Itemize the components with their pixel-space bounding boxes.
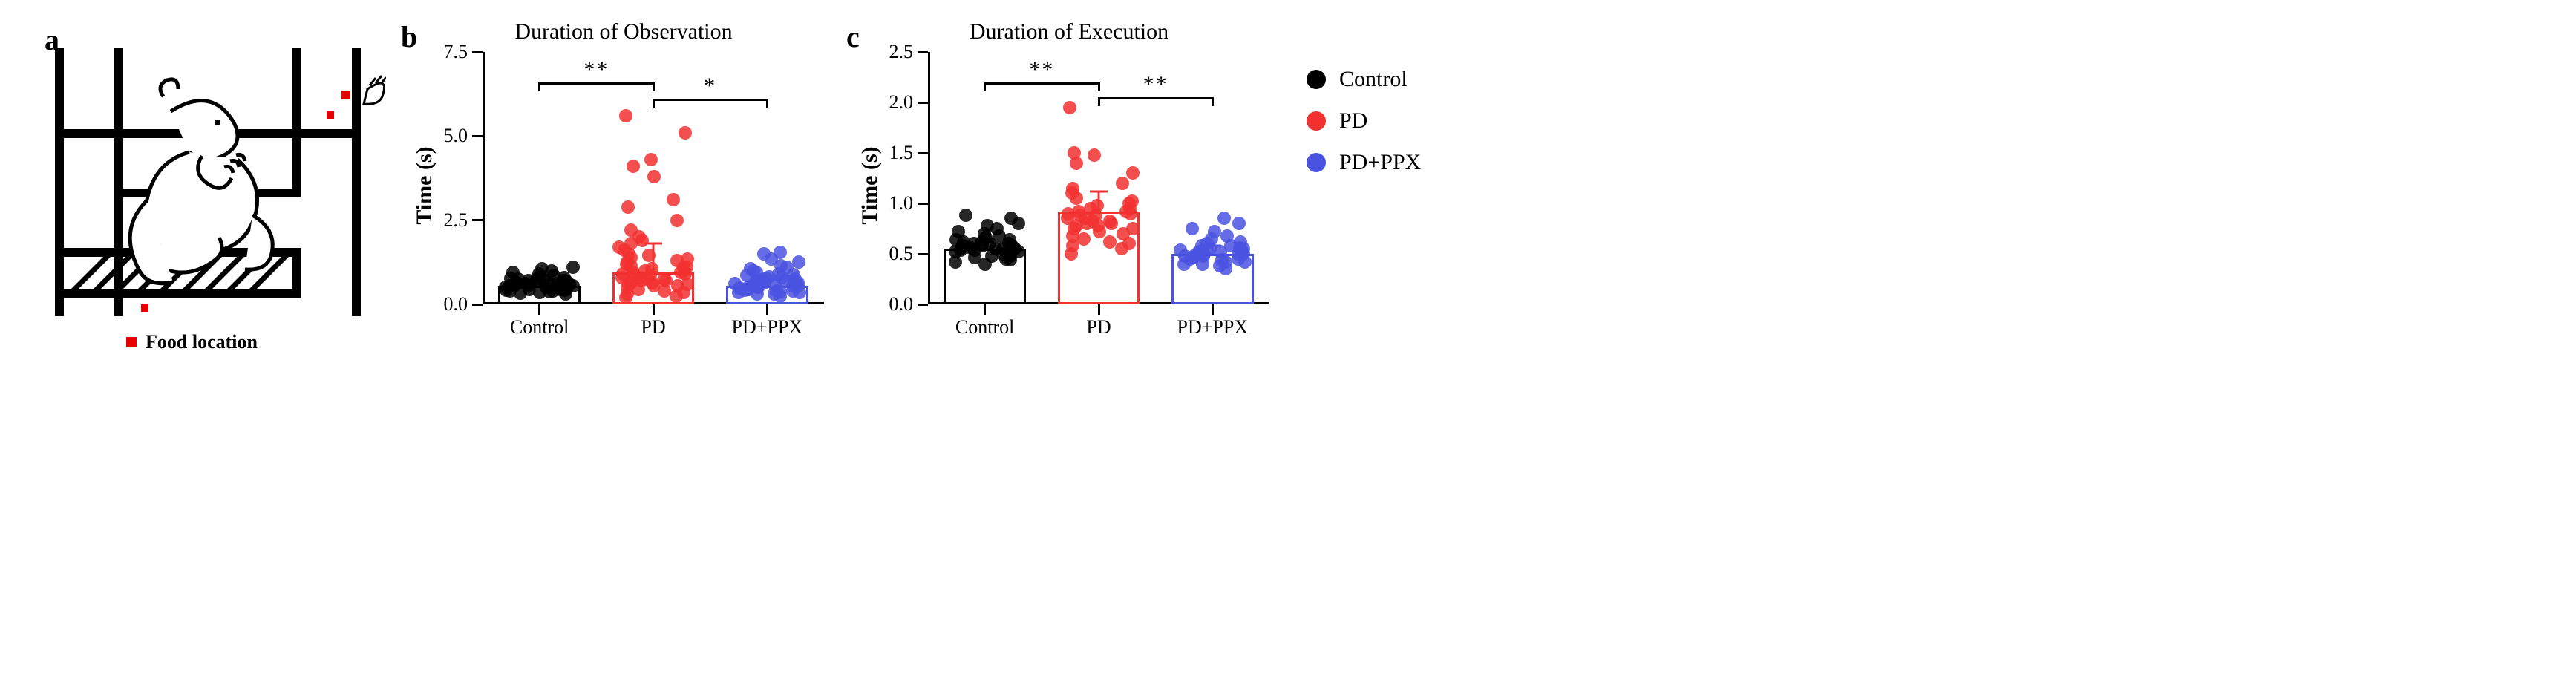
ytick-label: 1.0 — [889, 192, 929, 215]
data-point — [1217, 212, 1231, 225]
data-point — [1063, 101, 1076, 114]
legend-item: PD+PPX — [1307, 150, 1421, 175]
ytick-label: 0.5 — [889, 243, 929, 265]
data-point — [774, 246, 787, 259]
panel-b-ylabel: Time (s) — [412, 146, 437, 224]
data-point — [621, 200, 635, 214]
panel-a: a — [30, 22, 386, 349]
xtick-label: Control — [510, 304, 569, 338]
data-point — [1126, 166, 1140, 180]
data-point — [1088, 148, 1101, 162]
data-point — [792, 255, 805, 269]
data-point — [499, 281, 512, 294]
xtick-label: PD+PPX — [1177, 304, 1249, 338]
data-point — [1232, 217, 1246, 230]
ytick-label: 2.0 — [889, 91, 929, 114]
data-point — [744, 262, 757, 275]
data-point — [1004, 212, 1018, 225]
data-point — [1208, 225, 1221, 238]
data-point — [624, 223, 638, 237]
legend-dot-icon — [1307, 70, 1326, 89]
data-point — [644, 153, 658, 166]
ytick-label: 0.0 — [444, 293, 483, 315]
data-point — [1174, 243, 1187, 257]
data-point — [1103, 215, 1117, 228]
data-point — [1091, 199, 1104, 212]
panel-c-ylabel: Time (s) — [857, 146, 883, 224]
legend-item: PD — [1307, 108, 1421, 134]
ytick-label: 0.0 — [889, 293, 929, 315]
data-point — [1066, 182, 1079, 195]
figure: a — [0, 0, 2576, 371]
data-point — [757, 247, 771, 261]
legend-label: PD — [1339, 108, 1367, 134]
cage-diagram — [30, 45, 386, 349]
panel-c-plot: 0.00.51.01.52.02.5ControlPDPD+PPX**** — [928, 52, 1269, 304]
data-point — [627, 160, 640, 173]
data-point — [642, 249, 656, 262]
data-point — [1186, 222, 1199, 235]
data-point — [728, 277, 742, 290]
panel-b-label: b — [401, 19, 417, 54]
data-point — [546, 284, 560, 298]
panel-c: c Duration of Execution Time (s) 0.00.51… — [861, 22, 1277, 349]
xtick-label: PD — [641, 304, 665, 338]
legend-label: Control — [1339, 67, 1408, 92]
data-point — [514, 287, 527, 300]
panel-b: b Duration of Observation Time (s) 0.02.… — [416, 22, 831, 349]
data-point — [1220, 229, 1234, 243]
panel-b-plot: 0.02.55.07.5ControlPDPD+PPX*** — [483, 52, 824, 304]
ytick-label: 7.5 — [444, 41, 483, 63]
data-point — [952, 225, 965, 238]
data-point — [1126, 222, 1140, 235]
panel-a-legend-text: Food location — [146, 331, 258, 353]
data-point — [959, 209, 972, 222]
data-point — [506, 266, 520, 279]
legend-item: Control — [1307, 67, 1421, 92]
panel-c-label: c — [846, 19, 860, 54]
data-point — [1103, 235, 1117, 249]
data-point — [981, 219, 994, 232]
significance-label: * — [704, 73, 716, 99]
data-point — [658, 272, 671, 286]
ytick-label: 2.5 — [444, 209, 483, 232]
data-point — [667, 193, 680, 206]
data-point — [619, 109, 632, 122]
significance-label: ** — [1143, 72, 1168, 97]
data-point — [535, 262, 549, 275]
data-point — [679, 126, 692, 140]
data-point — [566, 261, 580, 274]
data-point — [681, 252, 694, 266]
data-point — [670, 214, 684, 227]
xtick-label: PD — [1086, 304, 1111, 338]
food-square-icon — [126, 337, 137, 347]
data-point — [1125, 194, 1139, 208]
significance-label: ** — [583, 57, 609, 82]
data-point — [1068, 146, 1081, 160]
data-point — [645, 262, 658, 275]
significance-label: ** — [1029, 57, 1054, 82]
figure-legend: Control PD PD+PPX — [1307, 22, 1421, 175]
data-point — [647, 170, 661, 183]
legend-label: PD+PPX — [1339, 150, 1421, 175]
data-point — [1116, 177, 1129, 190]
data-point — [560, 282, 573, 295]
ytick-label: 1.5 — [889, 142, 929, 164]
xtick-label: PD+PPX — [732, 304, 803, 338]
legend-dot-icon — [1307, 153, 1326, 172]
legend-dot-icon — [1307, 111, 1326, 131]
panel-a-legend: Food location — [126, 331, 258, 353]
xtick-label: Control — [955, 304, 1014, 338]
ytick-label: 5.0 — [444, 125, 483, 147]
ytick-label: 2.5 — [889, 41, 929, 63]
data-point — [1234, 235, 1247, 249]
